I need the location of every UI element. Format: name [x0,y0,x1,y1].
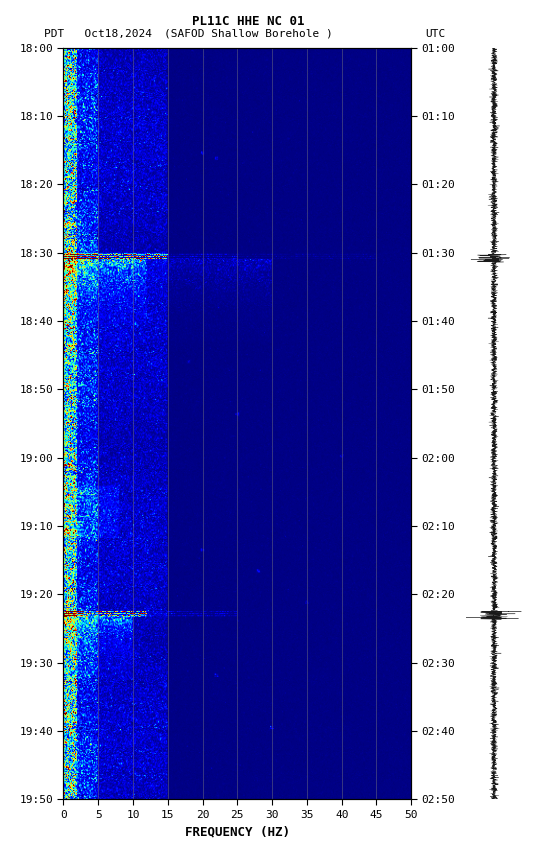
Text: PL11C HHE NC 01: PL11C HHE NC 01 [192,15,305,28]
Text: UTC: UTC [425,29,445,39]
Text: (SAFOD Shallow Borehole ): (SAFOD Shallow Borehole ) [164,29,333,39]
Text: PDT   Oct18,2024: PDT Oct18,2024 [44,29,152,39]
X-axis label: FREQUENCY (HZ): FREQUENCY (HZ) [185,825,290,838]
